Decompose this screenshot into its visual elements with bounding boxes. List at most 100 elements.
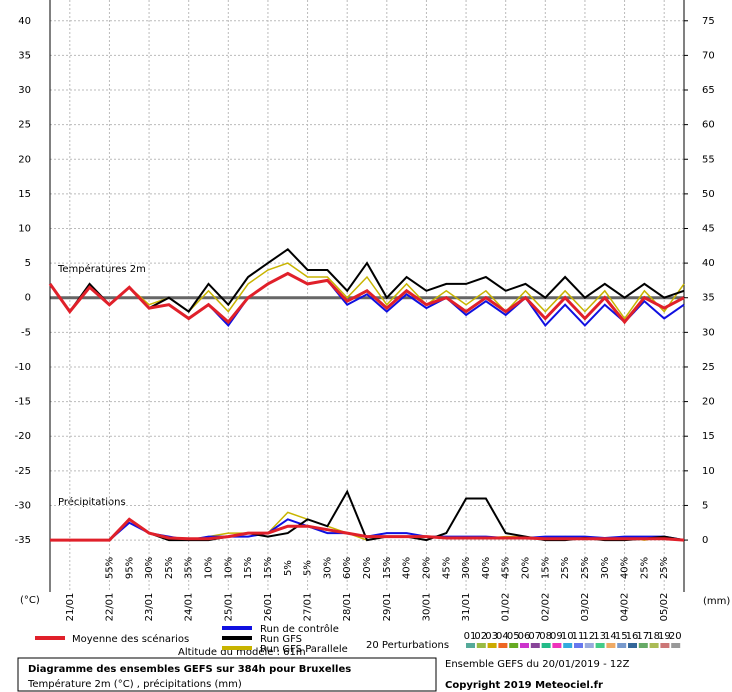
snow-label: 40% bbox=[481, 557, 492, 579]
y2-tick-label: 70 bbox=[702, 50, 715, 61]
y2-axis-unit: (mm) bbox=[703, 596, 730, 607]
snow-label: 40% bbox=[620, 557, 631, 579]
snow-label: 35% bbox=[184, 557, 195, 579]
member-swatch bbox=[628, 643, 637, 648]
member-swatch bbox=[476, 643, 486, 648]
y-tick-label: 35 bbox=[18, 50, 31, 61]
snow-label: 5% bbox=[303, 560, 314, 576]
legend-label: Run GFS Parallele bbox=[260, 644, 348, 655]
snow-label: 25% bbox=[164, 557, 175, 579]
y2-tick-label: 15 bbox=[702, 431, 715, 442]
temp-label: Températures 2m bbox=[57, 263, 146, 275]
member-number: 12 bbox=[582, 631, 595, 642]
member-number: 01 bbox=[464, 631, 477, 642]
temp-line bbox=[49, 262, 685, 320]
y-tick-label: -20 bbox=[15, 431, 31, 442]
x-tick-label: 28/01 bbox=[342, 593, 353, 622]
snow-label: 5% bbox=[283, 560, 294, 576]
y-tick-label: 30 bbox=[18, 85, 31, 96]
snow-label: 15% bbox=[263, 557, 274, 579]
x-tick-label: 26/01 bbox=[263, 593, 274, 622]
y2-tick-label: 0 bbox=[702, 535, 708, 546]
y-tick-label: -35 bbox=[15, 535, 31, 546]
snow-label: 30% bbox=[600, 557, 611, 579]
y2-tick-label: 60 bbox=[702, 120, 715, 131]
legend-label: Moyenne des scénarios bbox=[72, 633, 189, 645]
y-tick-label: 0 bbox=[25, 293, 31, 304]
x-tick-label: 04/02 bbox=[620, 593, 631, 622]
copyright: Copyright 2019 Meteociel.fr bbox=[445, 680, 603, 691]
member-swatch bbox=[541, 643, 551, 648]
member-number: 02 bbox=[474, 631, 487, 642]
x-tick-label: 30/01 bbox=[421, 593, 432, 622]
snow-label: 10% bbox=[204, 557, 215, 579]
snow-label: 15% bbox=[243, 557, 254, 579]
snow-label: 60% bbox=[342, 557, 353, 579]
member-swatch bbox=[638, 643, 648, 648]
member-number: 13 bbox=[593, 631, 606, 642]
member-swatch bbox=[466, 643, 475, 648]
temp-line bbox=[49, 247, 685, 314]
y-tick-label: -30 bbox=[15, 500, 31, 511]
y-tick-label: 10 bbox=[18, 223, 31, 234]
run-label: Ensemble GEFS du 20/01/2019 - 12Z bbox=[445, 659, 630, 670]
member-swatch bbox=[671, 643, 681, 648]
y2-tick-label: 35 bbox=[702, 293, 715, 304]
title-box bbox=[17, 657, 437, 692]
x-tick-label: 02/02 bbox=[540, 593, 551, 622]
y2-tick-label: 25 bbox=[702, 362, 715, 373]
x-tick-label: 01/02 bbox=[501, 593, 512, 622]
member-swatch bbox=[487, 643, 497, 648]
y2-tick-label: 40 bbox=[702, 258, 715, 269]
y2-tick-label: 30 bbox=[702, 327, 715, 338]
member-number: 09 bbox=[550, 631, 563, 642]
y-tick-label: 40 bbox=[18, 16, 31, 27]
x-tick-label: 27/01 bbox=[303, 593, 314, 622]
member-number: 08 bbox=[539, 631, 552, 642]
y-tick-label: -15 bbox=[15, 397, 31, 408]
member-swatch bbox=[660, 643, 670, 648]
x-tick-label: 29/01 bbox=[382, 593, 393, 622]
snow-label: 20% bbox=[421, 557, 432, 579]
perturbations-label: 20 Perturbations bbox=[366, 640, 449, 651]
member-number: 06 bbox=[518, 631, 531, 642]
member-number: 18 bbox=[647, 631, 660, 642]
snow-label: 15% bbox=[382, 557, 393, 579]
snow-label: 25% bbox=[639, 557, 650, 579]
y-tick-label: -10 bbox=[15, 362, 31, 373]
snow-label: 25% bbox=[659, 557, 670, 579]
x-tick-label: 22/01 bbox=[104, 593, 115, 622]
legend-label: Run de contrôle bbox=[260, 623, 339, 635]
snow-label: 55% bbox=[104, 557, 115, 579]
snow-label: 45% bbox=[441, 557, 452, 579]
precip-line bbox=[50, 517, 685, 542]
member-number: 14 bbox=[604, 631, 617, 642]
y-tick-label: 5 bbox=[25, 258, 31, 269]
x-tick-label: 05/02 bbox=[659, 593, 670, 622]
precip-label: Précipitations bbox=[58, 496, 126, 508]
y2-tick-label: 65 bbox=[702, 85, 715, 96]
y2-tick-label: 45 bbox=[702, 223, 715, 234]
y2-tick-label: 10 bbox=[702, 466, 715, 477]
snow-label: 40% bbox=[402, 557, 413, 579]
x-tick-label: 23/01 bbox=[144, 593, 155, 622]
member-swatch bbox=[574, 643, 583, 648]
member-swatch bbox=[617, 643, 627, 648]
chart-title: Diagramme des ensembles GEFS sur 384h po… bbox=[28, 664, 351, 675]
y-tick-label: -25 bbox=[15, 466, 31, 477]
x-tick-label: 21/01 bbox=[65, 593, 76, 622]
snow-label: 10% bbox=[223, 557, 234, 579]
y-tick-label: 25 bbox=[18, 120, 31, 131]
x-tick-label: 24/01 bbox=[184, 593, 195, 622]
member-swatch bbox=[563, 643, 573, 648]
member-number: 20 bbox=[669, 631, 682, 642]
y2-tick-label: 20 bbox=[702, 397, 715, 408]
y-axis-unit: (°C) bbox=[20, 595, 40, 606]
snow-label: 15% bbox=[540, 557, 551, 579]
member-swatch bbox=[552, 643, 562, 648]
member-swatch bbox=[649, 643, 659, 648]
member-swatch bbox=[520, 643, 529, 648]
y2-tick-label: 55 bbox=[702, 154, 715, 165]
temp-line bbox=[48, 271, 685, 325]
